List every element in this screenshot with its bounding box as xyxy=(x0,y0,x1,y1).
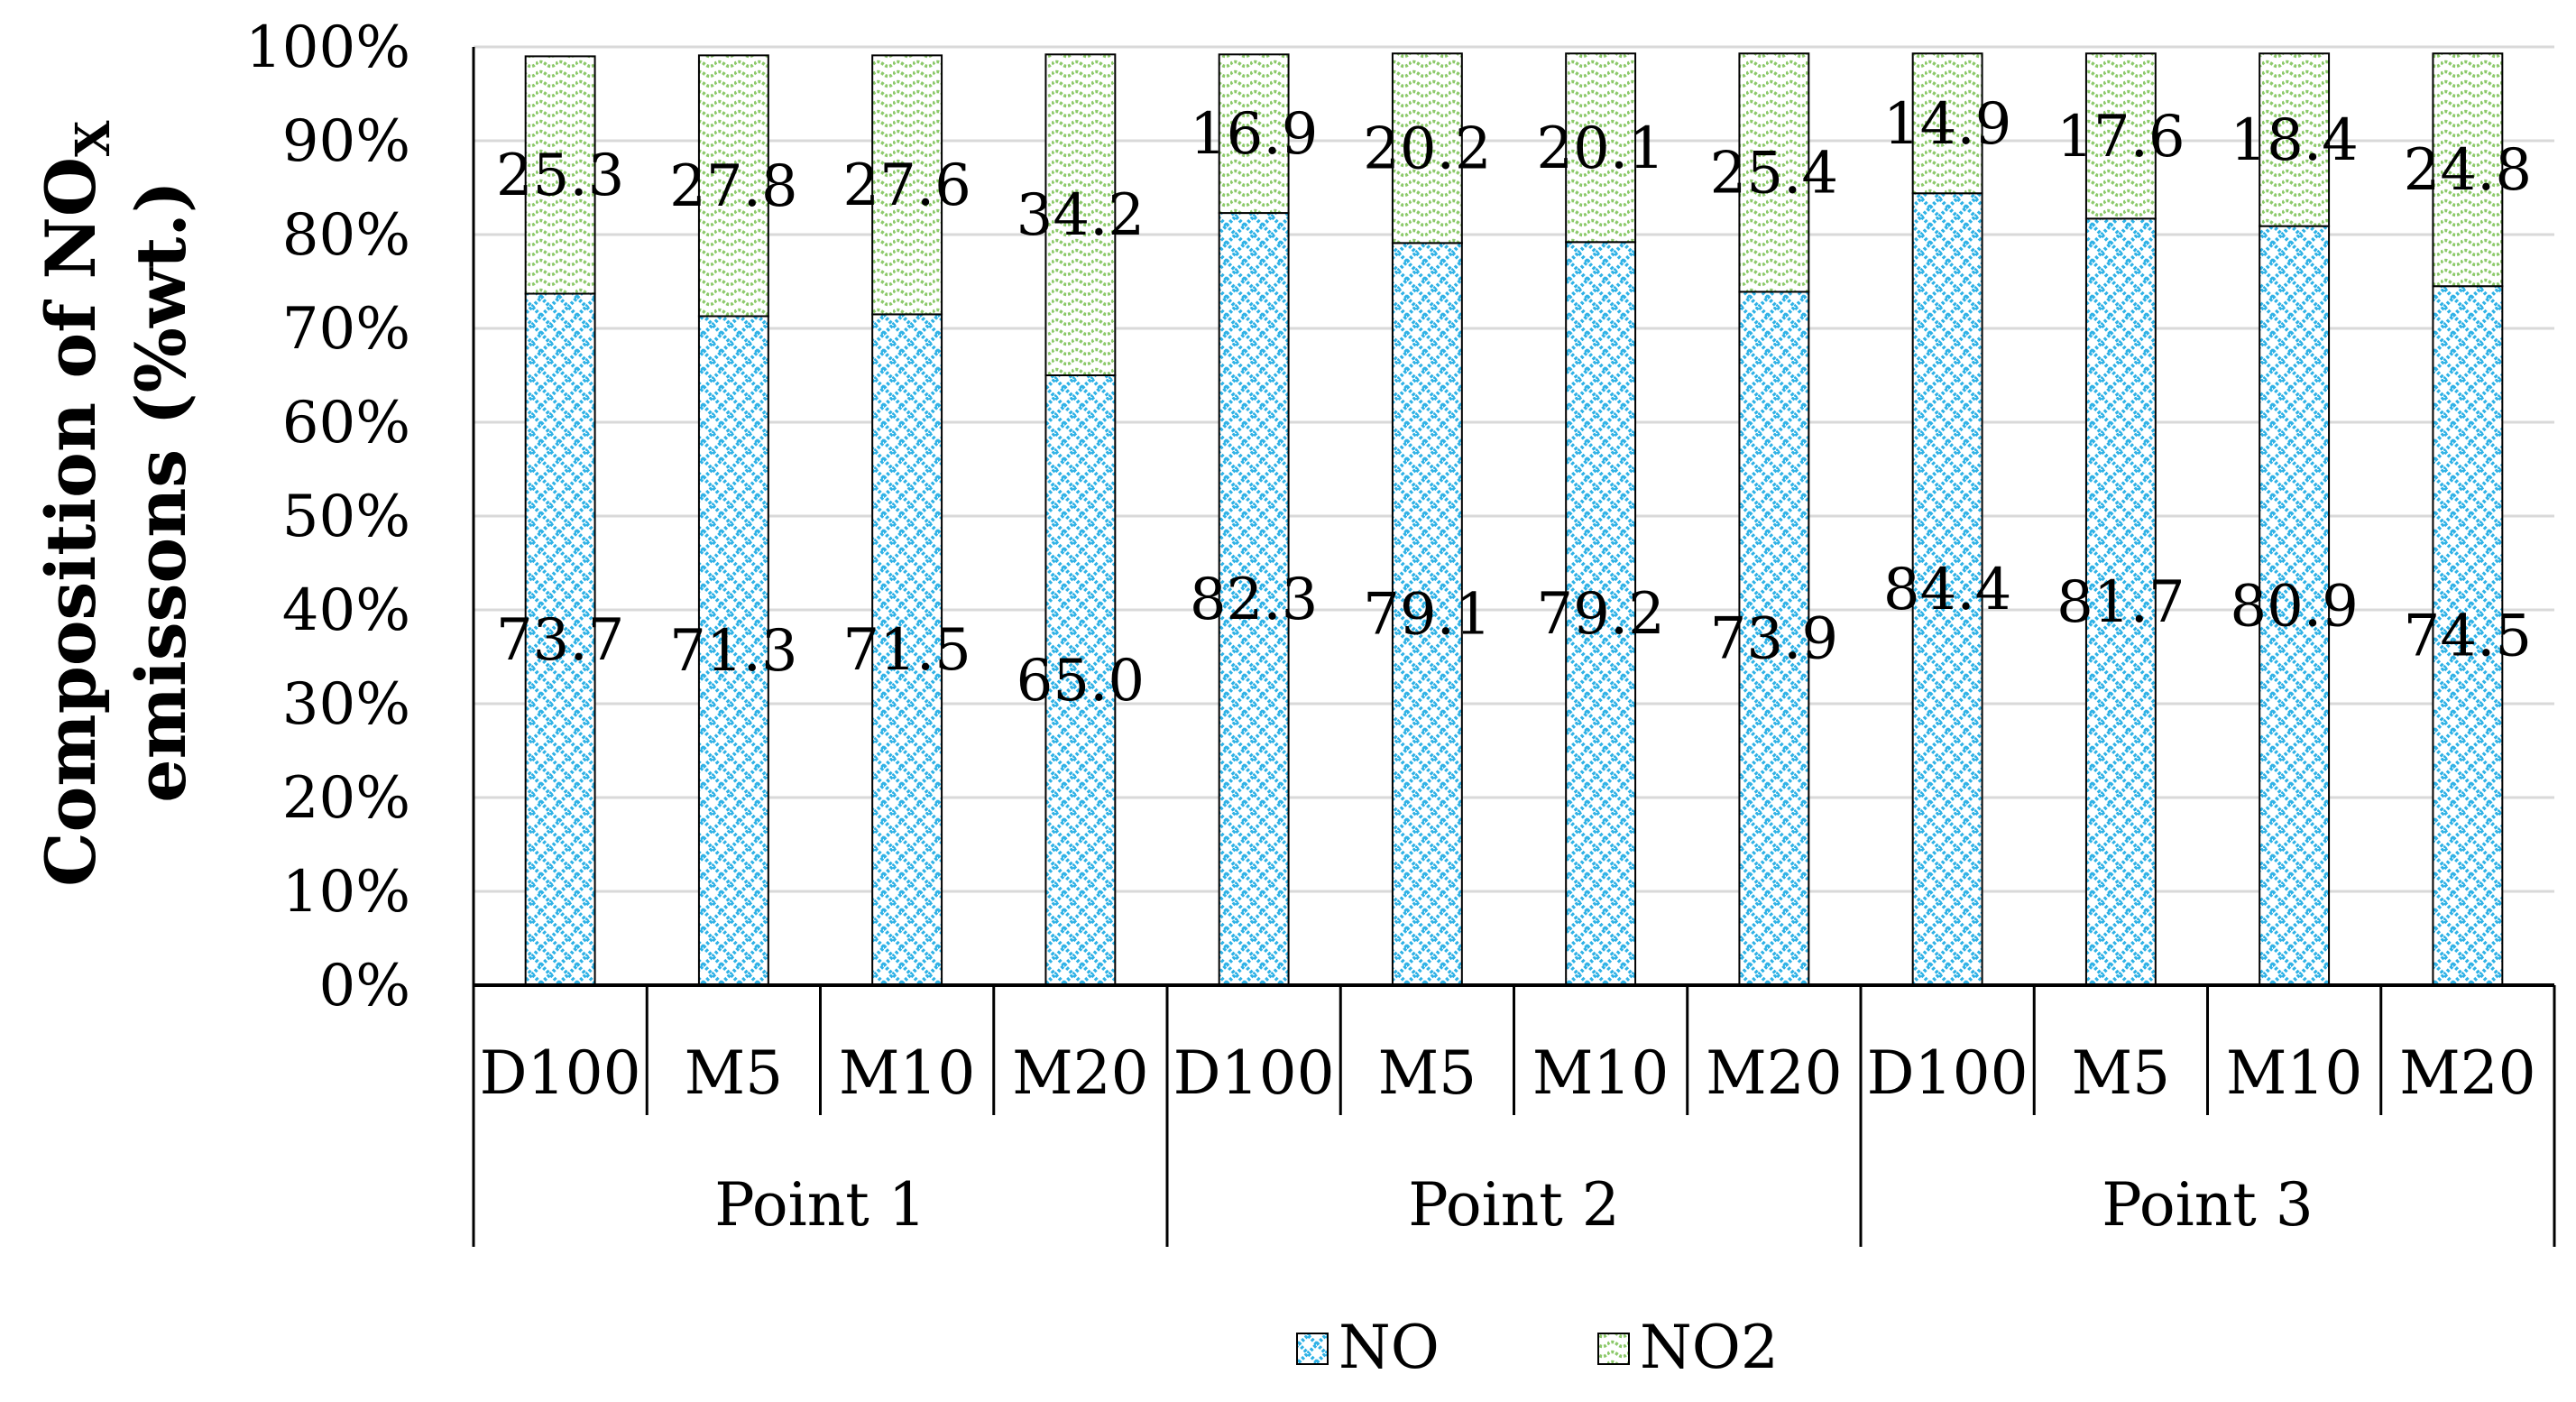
data-label-no2: 27.6 xyxy=(842,152,971,219)
x-category-label: D100 xyxy=(1867,1038,2029,1108)
data-label-no2: 25.4 xyxy=(1710,140,1839,207)
y-axis-ticks: 0% 10% 20% 30% 40% 50% 60% 70% 80% 90% 100% xyxy=(245,14,410,1019)
legend-swatch-no xyxy=(1296,1333,1329,1365)
data-label-no2: 20.1 xyxy=(1536,115,1665,182)
x-group-label: Point 1 xyxy=(714,1170,926,1240)
bar-segment-no2 xyxy=(1044,53,1117,376)
data-label-no2: 18.4 xyxy=(2230,107,2359,174)
y-axis-title-prefix: Composition of NO xyxy=(31,157,111,887)
data-label-no: 73.9 xyxy=(1710,606,1839,673)
bar-segment-no xyxy=(1565,241,1637,986)
data-label-no2: 25.3 xyxy=(496,143,625,209)
x-group-label: Point 3 xyxy=(2102,1170,2314,1240)
y-axis-title-line1: Composition of NOX xyxy=(31,120,121,887)
y-tick-label: 70% xyxy=(282,296,410,363)
x-category-label: M5 xyxy=(685,1038,784,1108)
gridlines xyxy=(474,45,2554,893)
legend-label-no: NO xyxy=(1339,1313,1440,1382)
y-tick-label: 0% xyxy=(318,953,410,1019)
data-label-no: 80.9 xyxy=(2230,573,2359,640)
data-label-no2: 24.8 xyxy=(2404,137,2533,204)
bar-segment-no2 xyxy=(1738,52,1810,293)
bar-segment-no xyxy=(871,313,943,986)
legend-swatch-no2 xyxy=(1597,1333,1630,1365)
bar-segment-no xyxy=(1391,242,1463,986)
data-label-no: 71.5 xyxy=(842,617,971,684)
legend-label-no2: NO2 xyxy=(1640,1313,1779,1382)
y-tick-label: 30% xyxy=(282,671,410,738)
data-labels: 73.7 25.3 71.3 27.8 71.5 27.6 65.0 34.2 82.3 16.9… xyxy=(496,91,2532,715)
bar-segment-no2 xyxy=(2432,52,2504,288)
data-label-no: 82.3 xyxy=(1190,567,1319,633)
x-category-label: D100 xyxy=(480,1038,641,1108)
legend: NO NO2 xyxy=(1296,1313,1779,1382)
bar-segment-no2 xyxy=(1218,53,1290,215)
y-axis-title: Composition of NOX emissons (%wt.) xyxy=(31,97,201,887)
bar-segment-no2 xyxy=(2084,52,2157,220)
data-label-no: 79.1 xyxy=(1363,582,1492,649)
y-tick-label: 50% xyxy=(282,484,410,550)
bar-segment-no xyxy=(1044,374,1117,986)
bar-segment-no2 xyxy=(1565,52,1637,244)
data-label-no2: 34.2 xyxy=(1017,182,1145,249)
y-tick-label: 100% xyxy=(245,14,410,81)
x-category-label: M5 xyxy=(2072,1038,2171,1108)
x-axis-categories: D100 M5 M10 M20 Point 1 D100 M5 M10 M20 Point 2 D1… xyxy=(480,1038,2536,1240)
data-label-no: 74.5 xyxy=(2404,604,2533,670)
data-label-no2: 17.6 xyxy=(2056,104,2185,171)
data-label-no2: 20.2 xyxy=(1363,115,1492,182)
x-category-label: M10 xyxy=(2226,1038,2363,1108)
bar-segment-no2 xyxy=(871,54,943,316)
data-label-no2: 27.8 xyxy=(669,153,798,220)
x-category-label: M20 xyxy=(2399,1038,2536,1108)
x-group-label: Point 2 xyxy=(1408,1170,1620,1240)
bars xyxy=(524,52,2504,987)
x-category-label: M20 xyxy=(1706,1038,1843,1108)
bar-segment-no2 xyxy=(697,54,769,318)
data-label-no2: 14.9 xyxy=(1883,91,2012,158)
y-tick-label: 80% xyxy=(282,202,410,269)
y-tick-label: 40% xyxy=(282,577,410,644)
x-category-label: M20 xyxy=(1012,1038,1149,1108)
y-tick-label: 10% xyxy=(282,859,410,926)
data-label-no: 79.2 xyxy=(1536,581,1665,648)
x-category-label: D100 xyxy=(1173,1038,1335,1108)
data-label-no: 65.0 xyxy=(1017,648,1145,715)
y-tick-label: 60% xyxy=(282,390,410,457)
data-label-no: 71.3 xyxy=(669,618,798,685)
x-category-label: M5 xyxy=(1378,1038,1477,1108)
y-axis-title-subscript: X xyxy=(66,120,121,157)
data-label-no: 73.7 xyxy=(496,607,625,674)
bar-segment-no2 xyxy=(2259,52,2331,227)
bar-segment-no xyxy=(2259,225,2331,986)
y-axis-title-line2: emissons (%wt.) xyxy=(121,180,201,803)
data-label-no: 81.7 xyxy=(2056,569,2185,636)
axes xyxy=(472,47,2556,1247)
data-label-no2: 16.9 xyxy=(1190,101,1319,168)
y-tick-label: 20% xyxy=(282,765,410,832)
bar-segment-no2 xyxy=(524,55,596,295)
bar-segment-no xyxy=(1218,212,1290,986)
y-tick-label: 90% xyxy=(282,108,410,175)
bar-segment-no2 xyxy=(1911,52,1983,195)
x-category-label: M10 xyxy=(1532,1038,1670,1108)
bar-segment-no2 xyxy=(1391,52,1463,244)
data-label-no: 84.4 xyxy=(1883,557,2012,623)
x-category-label: M10 xyxy=(839,1038,976,1108)
